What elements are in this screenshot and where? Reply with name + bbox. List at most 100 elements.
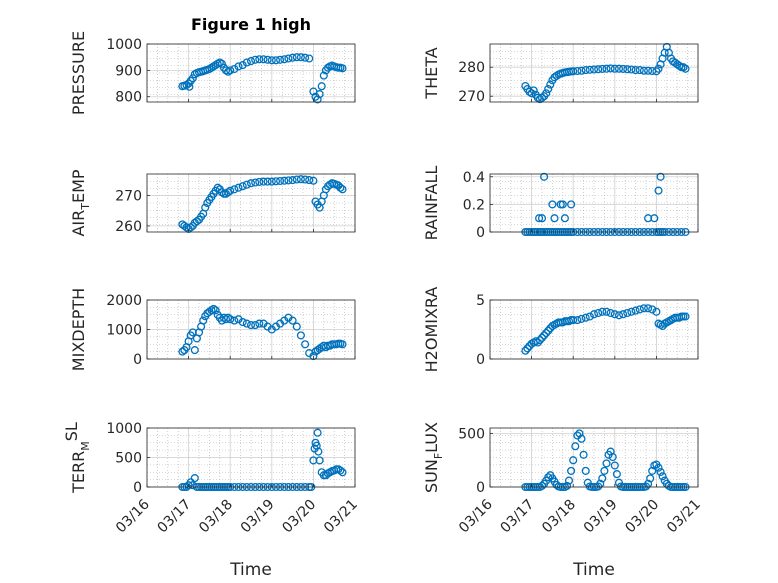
data-point [581,66,590,75]
data-point [585,65,594,74]
x-axis-label: Time [229,560,272,580]
data-point [679,63,688,72]
data-point [255,177,264,186]
data-series-mixdepth [178,304,347,361]
data-point [280,176,289,185]
data-point [292,175,301,184]
x-tick-label: 03/17 [155,497,195,537]
data-point [575,429,584,438]
y-label-superscript: SL [62,422,81,441]
data-point [631,66,640,75]
x-tick-label: 03/16 [113,496,153,536]
data-point [623,308,632,318]
data-point [301,53,310,62]
x-tick-label: 03/19 [238,497,278,537]
y-tick-label: 5 [476,293,485,309]
axes-box [489,173,699,233]
y-label-subscript: T [79,203,92,211]
data-point [571,442,580,451]
data-point [201,203,210,212]
data-point [267,56,276,65]
axes-box [489,43,699,103]
y-axis-label: AIRTEMP [69,169,92,236]
data-point [581,313,590,322]
subplot-terr_msl: 0 500 1000 03/16 03/17 03/18 03/19 03/20 03/21 Ti… [62,421,361,580]
data-point [627,65,636,74]
y-axis-label: TERRMSL [62,422,92,494]
y-tick-label: 280 [458,60,485,76]
data-point [656,467,665,477]
data-point [213,183,222,192]
data-point [276,176,285,186]
y-axis-label: MIXDEPTH [69,288,88,371]
x-tick-label: 03/20 [622,497,662,537]
data-point [246,57,256,66]
data-point [610,461,619,470]
y-tick-label: 260 [115,219,142,235]
data-point [650,214,659,223]
data-point [314,447,323,456]
data-point [577,314,586,323]
x-tick-label: 03/21 [664,497,704,537]
y-label-tail: LUX [422,422,441,453]
y-label-subscript: F [432,453,445,459]
data-point [639,304,648,313]
data-point [544,84,553,94]
data-point [652,307,661,316]
y-axis-label: H2OMIXRA [422,287,441,373]
data-point [589,65,599,74]
data-point [336,466,345,475]
data-point [548,200,557,209]
y-tick-label: 0.4 [463,170,485,186]
data-point [598,307,607,316]
plot-area [147,174,355,232]
data-point [619,64,628,73]
y-tick-label: 500 [458,426,485,442]
data-point [338,185,347,194]
y-label-main: PRESSURE [69,31,88,115]
data-point [654,186,663,195]
data-point [226,186,235,195]
y-axis-label: PRESSURE [69,31,88,115]
data-point [292,53,301,62]
data-point [623,65,632,74]
data-point [602,459,611,468]
data-point [242,58,251,67]
y-axis-label: RAINFALL [422,166,441,241]
data-point [305,54,314,63]
data-point [296,53,305,62]
data-point [606,308,615,318]
data-point [573,316,582,325]
data-point [606,447,615,456]
subplot-rainfall: 0 0.2 0.4 RAINFALL [422,166,699,241]
data-point [313,95,322,104]
data-point [533,338,542,347]
y-label-tail: EMP [69,169,88,203]
data-point [288,316,297,325]
y-tick-label: 1000 [106,323,142,339]
x-tick-label: 03/18 [539,497,579,537]
data-point [610,310,619,319]
data-point [230,185,239,194]
y-tick-label: 0 [476,352,485,368]
y-tick-label: 0 [133,352,142,368]
y-label-main: RAINFALL [422,166,441,241]
data-point [234,183,243,192]
y-label-main: H2OMIXRA [422,287,441,373]
data-point [224,188,233,197]
data-point [246,179,256,188]
data-point [577,66,586,75]
data-point [280,55,289,64]
data-point [292,322,301,331]
subplot-sun_flux: 0 500 03/16 03/17 03/18 03/19 03/20 03/21 Time SU… [422,422,704,580]
plot-area [490,300,698,359]
y-tick-label: 0 [133,480,142,496]
data-point [654,64,663,73]
y-label-subscript: M [79,441,92,451]
data-point [259,177,268,186]
data-point [238,318,247,327]
data-point [259,55,268,64]
data-point [567,466,576,475]
y-label-main: MIXDEPTH [69,288,88,371]
